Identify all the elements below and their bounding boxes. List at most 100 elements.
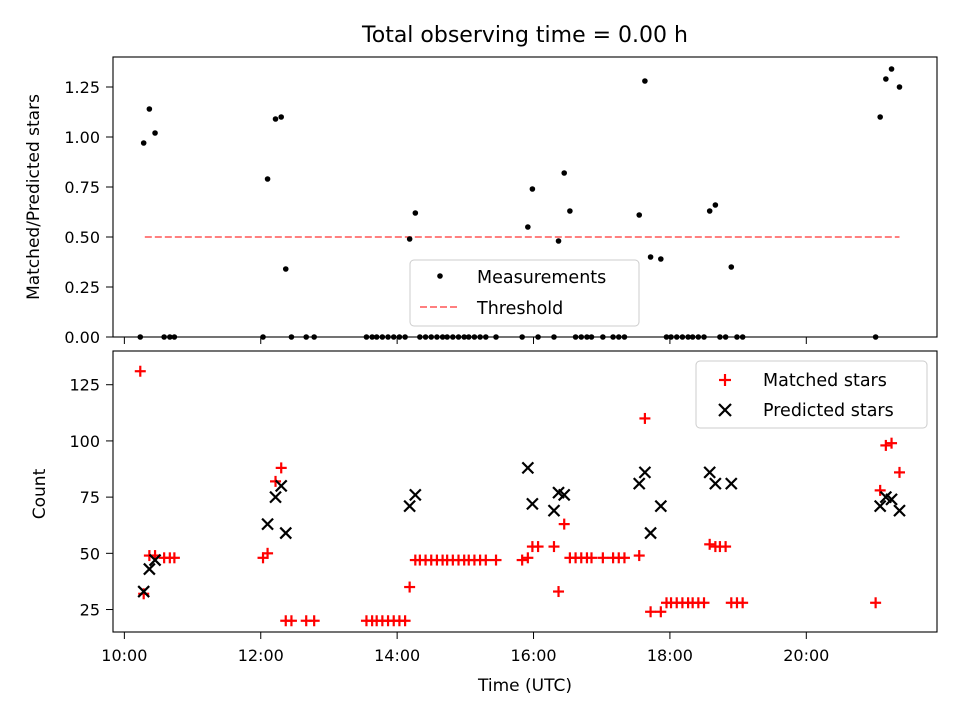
matched-point — [639, 412, 651, 424]
predicted-point — [526, 497, 539, 511]
predicted-point — [638, 466, 652, 479]
measurement-point — [555, 238, 562, 244]
measurement-point — [561, 170, 568, 176]
xtick-label: 16:00 — [510, 646, 556, 665]
matched-point — [308, 615, 320, 627]
predicted-point — [632, 477, 646, 490]
matched-point — [404, 581, 416, 593]
measurement-point — [636, 212, 643, 218]
matched-point — [655, 606, 667, 618]
top-ytick-label: 1.00 — [64, 128, 100, 147]
predicted-point — [269, 490, 282, 504]
measurement-point — [529, 186, 536, 192]
top-ytick-label: 0.00 — [64, 328, 100, 347]
top-legend: Measurements Threshold — [409, 259, 640, 327]
top-ytick-label: 1.25 — [64, 78, 100, 97]
matched-point — [597, 552, 609, 564]
legend-predicted-label: Predicted stars — [763, 401, 894, 421]
bottom-ytick-label: 25 — [80, 601, 100, 620]
measurement-point — [647, 254, 654, 260]
measurement-point — [728, 264, 735, 270]
matched-point — [553, 586, 565, 598]
measurement-point — [272, 116, 279, 122]
bottom-ytick-label: 100 — [69, 432, 100, 451]
predicted-point — [409, 488, 422, 502]
matched-point — [720, 541, 732, 553]
measurement-point — [525, 224, 531, 230]
measurement-point — [406, 236, 413, 242]
matched-point — [893, 466, 905, 478]
matched-point — [704, 538, 716, 550]
predicted-point — [557, 488, 571, 502]
predicted-point — [143, 562, 156, 576]
predicted-point — [137, 585, 150, 598]
bottom-ytick-label: 75 — [80, 488, 100, 507]
measurement-point — [877, 114, 883, 120]
matched-point — [134, 365, 146, 377]
bottom-legend: Matched stars Predicted stars — [695, 360, 928, 429]
legend-measurements-label: Measurements — [477, 268, 606, 288]
measurement-point — [278, 114, 285, 120]
predicted-point — [644, 526, 657, 540]
predicted-point — [274, 479, 288, 493]
matched-point — [480, 554, 492, 566]
measurement-point — [883, 76, 889, 82]
predicted-point — [885, 493, 898, 506]
matched-point — [698, 597, 710, 609]
xtick-label: 20:00 — [783, 646, 829, 665]
matched-point — [275, 462, 287, 474]
top-axes-frame — [112, 56, 938, 338]
predicted-point — [893, 504, 906, 517]
matched-point — [870, 597, 882, 609]
bottom-ylabel: Count — [30, 468, 50, 519]
matched-point — [633, 550, 645, 562]
predicted-point — [279, 526, 293, 540]
predicted-point — [654, 499, 668, 513]
measurement-point — [658, 256, 664, 262]
measurement-point — [712, 202, 719, 208]
bottom-panel: 25 50 75 100 125 10:00 12:00 14:00 16:00 18:00 20… — [30, 350, 938, 696]
legend-measurements-marker — [437, 273, 443, 279]
matched-point — [645, 606, 657, 618]
matched-point — [490, 554, 502, 566]
legend-matched-marker — [719, 374, 731, 386]
xtick-label: 10:00 — [101, 646, 147, 665]
top-panel: Total observing time = 0.00 h 0.00 0.25 0.… — [24, 23, 938, 347]
matched-point — [516, 554, 528, 566]
predicted-point — [547, 504, 561, 517]
measurement-point — [896, 84, 903, 90]
bottom-axes-frame — [112, 350, 938, 633]
measurement-point — [152, 130, 158, 136]
top-ytick-label: 0.50 — [64, 228, 100, 247]
measurement-point — [706, 208, 713, 214]
predicted-point — [703, 466, 716, 479]
matched-point — [168, 552, 180, 564]
bottom-ytick-label: 125 — [69, 376, 100, 395]
matched-point — [548, 541, 560, 553]
xtick-label: 12:00 — [238, 646, 284, 665]
predicted-point — [873, 499, 887, 513]
matched-point — [880, 439, 892, 451]
measurement-point — [146, 106, 153, 112]
measurement-point — [140, 140, 147, 146]
xlabel: Time (UTC) — [477, 676, 572, 696]
predicted-point — [709, 477, 722, 490]
matched-point — [737, 597, 749, 609]
matched-point — [522, 552, 534, 564]
matched-point — [285, 615, 297, 627]
matched-point — [585, 552, 597, 564]
matched-point — [532, 541, 544, 553]
measurement-point — [264, 176, 271, 182]
measurement-point — [412, 210, 419, 216]
top-ytick-label: 0.25 — [64, 278, 100, 297]
measurement-point — [282, 266, 289, 272]
legend-predicted-marker — [718, 403, 732, 417]
top-ylabel: Matched/Predicted stars — [24, 94, 44, 300]
predicted-point — [403, 499, 416, 513]
chart-title: Total observing time = 0.00 h — [361, 23, 688, 48]
matched-point — [399, 615, 411, 627]
measurement-point — [888, 66, 895, 72]
matched-point — [558, 518, 570, 530]
legend-threshold-label: Threshold — [476, 299, 563, 319]
